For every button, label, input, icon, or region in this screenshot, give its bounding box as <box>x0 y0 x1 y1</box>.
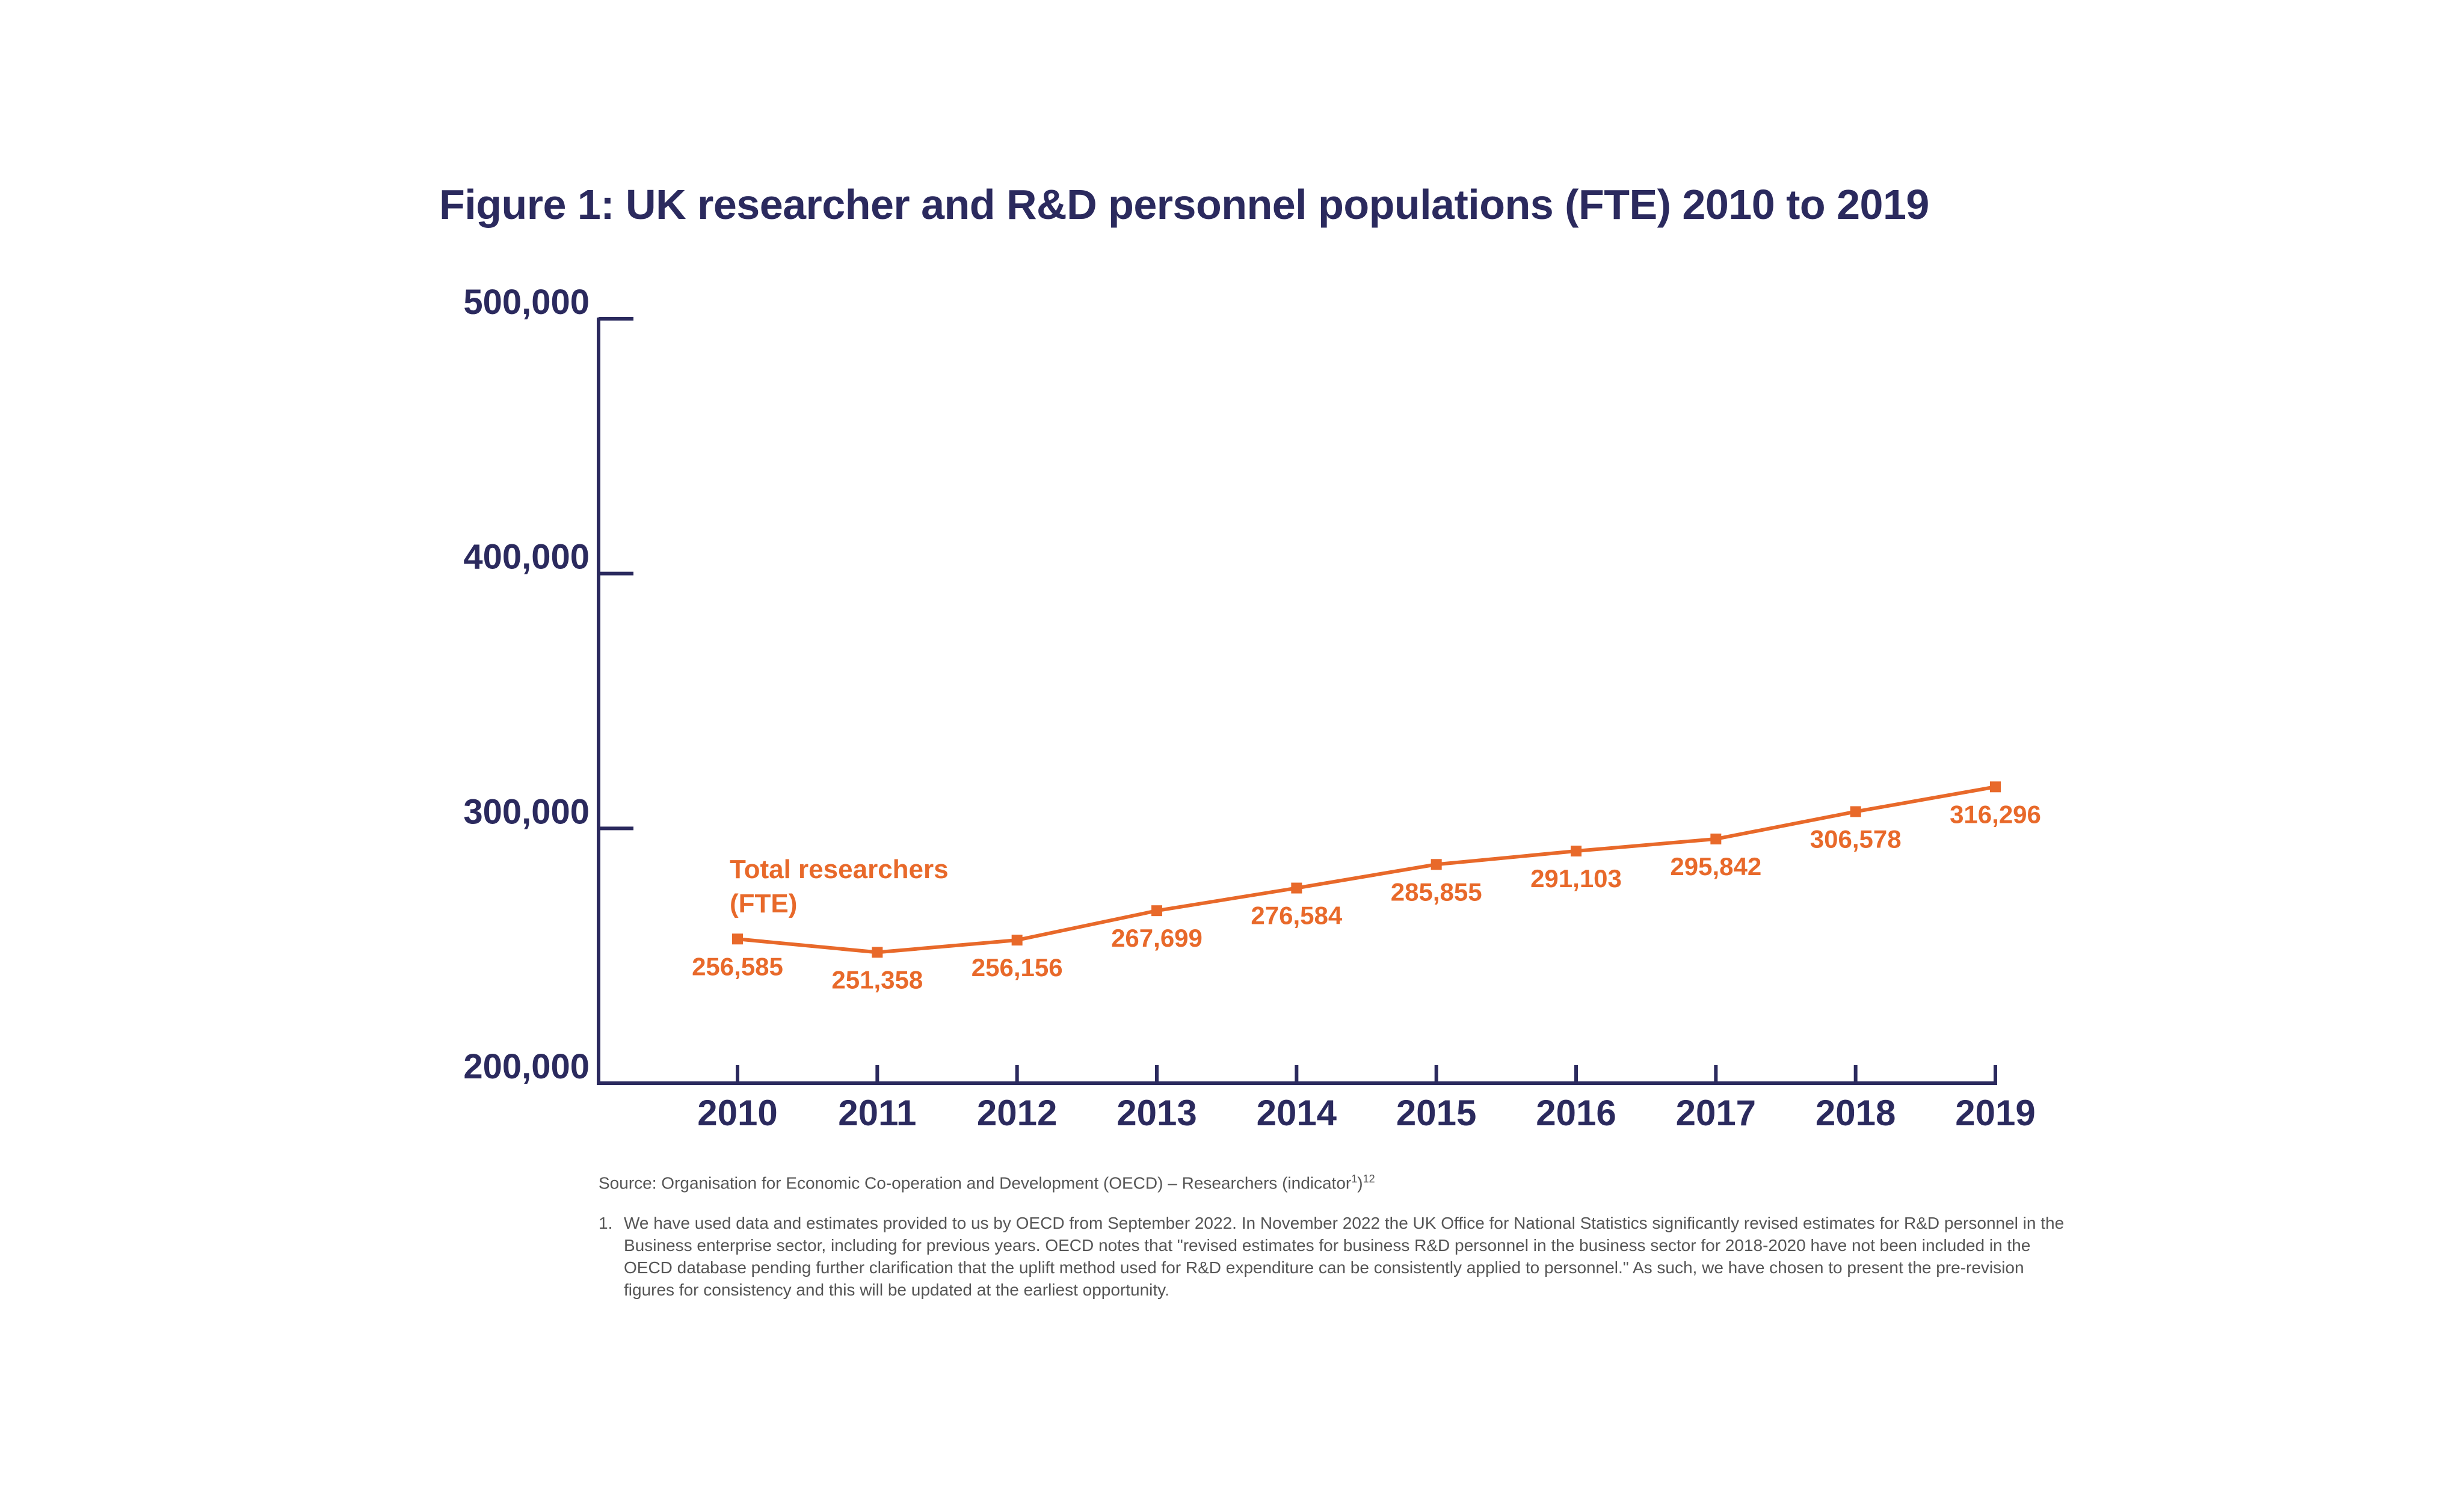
data-label: 256,156 <box>972 953 1063 982</box>
data-point <box>732 933 743 945</box>
data-point <box>1571 846 1582 857</box>
x-tick-label: 2011 <box>838 1093 916 1133</box>
data-point <box>1710 833 1722 844</box>
data-point <box>872 947 883 958</box>
footnote-text: We have used data and estimates provided… <box>624 1214 2065 1299</box>
source-text: Source: Organisation for Economic Co-ope… <box>599 1173 1352 1193</box>
source-sup-2: 12 <box>1363 1173 1375 1185</box>
data-point <box>1850 806 1861 817</box>
data-label: 251,358 <box>831 965 923 994</box>
y-tick-label: 300,000 <box>463 792 590 831</box>
series-label: (FTE) <box>730 889 797 918</box>
y-tick-label: 400,000 <box>463 538 590 577</box>
data-label: 285,855 <box>1391 878 1482 906</box>
data-label: 316,296 <box>1950 800 2041 828</box>
series-label: Total researchers <box>730 855 949 884</box>
footnote: 1. We have used data and estimates provi… <box>599 1212 2066 1301</box>
source-note: Source: Organisation for Economic Co-ope… <box>599 1168 1375 1194</box>
footnote-number: 1. <box>599 1214 613 1232</box>
x-tick-label: 2017 <box>1676 1093 1756 1133</box>
data-label: 306,578 <box>1810 825 1902 853</box>
data-label: 267,699 <box>1111 924 1203 952</box>
data-point <box>1291 882 1302 894</box>
data-label: 295,842 <box>1670 852 1761 881</box>
data-point <box>1151 905 1162 917</box>
x-tick-label: 2012 <box>977 1093 1057 1133</box>
source-sup-1: 1 <box>1351 1173 1358 1185</box>
y-tick-label: 500,000 <box>463 283 590 322</box>
x-tick-label: 2010 <box>697 1093 777 1133</box>
chart-title: Figure 1: UK researcher and R&D personne… <box>439 181 1929 228</box>
x-tick-label: 2019 <box>1955 1093 2035 1133</box>
x-tick-label: 2014 <box>1257 1093 1337 1133</box>
data-point <box>1431 859 1442 870</box>
x-tick-label: 2015 <box>1396 1093 1476 1133</box>
x-tick-label: 2013 <box>1116 1093 1197 1133</box>
source-close: ) <box>1357 1173 1363 1193</box>
data-label: 291,103 <box>1530 864 1622 893</box>
x-tick-label: 2018 <box>1816 1093 1896 1133</box>
y-tick-label: 200,000 <box>463 1047 590 1086</box>
x-tick-label: 2016 <box>1536 1093 1616 1133</box>
data-point <box>1011 935 1023 946</box>
data-label: 256,585 <box>692 952 783 980</box>
series-line <box>737 785 1996 954</box>
data-label: 276,584 <box>1251 902 1342 930</box>
data-point <box>1990 781 2001 793</box>
